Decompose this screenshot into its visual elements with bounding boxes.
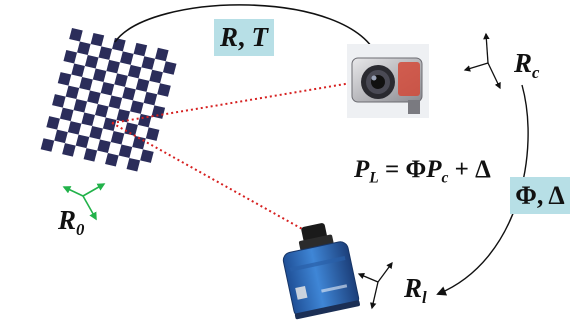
checker-square — [118, 144, 133, 158]
checker-square — [141, 56, 156, 70]
rt-arc — [114, 4, 380, 61]
checker-square — [89, 126, 103, 140]
checker-square — [81, 112, 95, 127]
delta-symbol: Δ — [548, 181, 565, 210]
checker-square — [46, 116, 60, 130]
rt-r: R — [219, 22, 238, 52]
rt-label: R, T — [214, 19, 274, 56]
rl-main: R — [404, 273, 423, 303]
checker-square — [71, 63, 85, 78]
eq-lhs-sub: L — [369, 169, 379, 187]
camera-axes-icon — [463, 32, 501, 90]
checker-square — [92, 68, 107, 82]
eq-rhs: = Φ — [378, 156, 427, 183]
eq-p-sub: c — [441, 169, 449, 187]
checker-square — [62, 143, 76, 157]
checker-square — [105, 153, 119, 167]
checker-square — [116, 108, 131, 123]
checker-square — [73, 99, 88, 113]
checker-square — [54, 129, 68, 144]
checker-square — [133, 42, 148, 57]
checker-square — [63, 50, 78, 64]
checker-square — [106, 59, 120, 74]
checker-square — [114, 73, 128, 87]
checker-square — [97, 139, 111, 154]
checker-square — [119, 51, 134, 65]
checker-square — [100, 81, 115, 96]
rc-sub: c — [532, 62, 540, 82]
rt-sep: , — [238, 22, 252, 52]
checker-square — [135, 78, 150, 92]
phi-delta-label: Φ, Δ — [510, 177, 570, 214]
checker-square — [40, 138, 55, 152]
camera-icon — [347, 44, 429, 118]
checker-square — [77, 41, 91, 55]
checkerboard-icon — [40, 28, 180, 174]
checker-square — [132, 135, 146, 150]
checker-square — [145, 127, 160, 141]
lidar-axes-icon — [357, 261, 393, 310]
checker-square — [79, 77, 93, 91]
checker-square — [157, 83, 171, 97]
checker-square — [127, 64, 142, 79]
checker-square — [59, 107, 74, 122]
checker-square — [83, 148, 98, 162]
r0-main: R — [58, 205, 77, 235]
checker-square — [130, 100, 144, 114]
checker-square — [67, 121, 82, 135]
checker-square — [124, 122, 138, 136]
lidar-icon — [282, 223, 360, 320]
checker-square — [162, 61, 177, 75]
checker-square — [75, 134, 90, 149]
eq-tail: + Δ — [448, 156, 491, 183]
phi-delta-sep: , — [536, 181, 549, 210]
checker-square — [65, 85, 80, 100]
phi-symbol: Φ — [515, 181, 537, 210]
ray-to-lidar — [111, 122, 323, 241]
r0-label: R0 — [58, 205, 84, 240]
rc-label: Rc — [514, 48, 539, 83]
eq-p-main: P — [426, 156, 442, 183]
eq-lhs-main: P — [354, 156, 370, 183]
checker-square — [143, 91, 158, 106]
checker-square — [108, 95, 123, 109]
equation: PL = ΦPc + Δ — [354, 156, 491, 187]
rl-label: Rl — [404, 273, 427, 308]
checker-square — [155, 47, 169, 62]
rt-t: T — [251, 22, 269, 52]
checker-square — [122, 86, 136, 101]
checker-square — [102, 117, 117, 131]
checker-square — [90, 32, 105, 47]
checker-square — [126, 157, 141, 172]
checker-square — [52, 94, 66, 108]
checker-square — [57, 72, 72, 86]
checker-square — [69, 28, 83, 42]
rl-sub: l — [422, 287, 427, 307]
r0-sub: 0 — [76, 219, 85, 239]
checker-square — [84, 54, 99, 69]
checker-square — [87, 90, 101, 104]
rc-main: R — [514, 48, 533, 78]
checker-square — [98, 46, 113, 60]
board-axes-icon — [62, 183, 106, 221]
checker-square — [149, 69, 163, 84]
checker-square — [140, 149, 154, 163]
checker-square — [110, 130, 125, 145]
checker-square — [94, 103, 109, 118]
